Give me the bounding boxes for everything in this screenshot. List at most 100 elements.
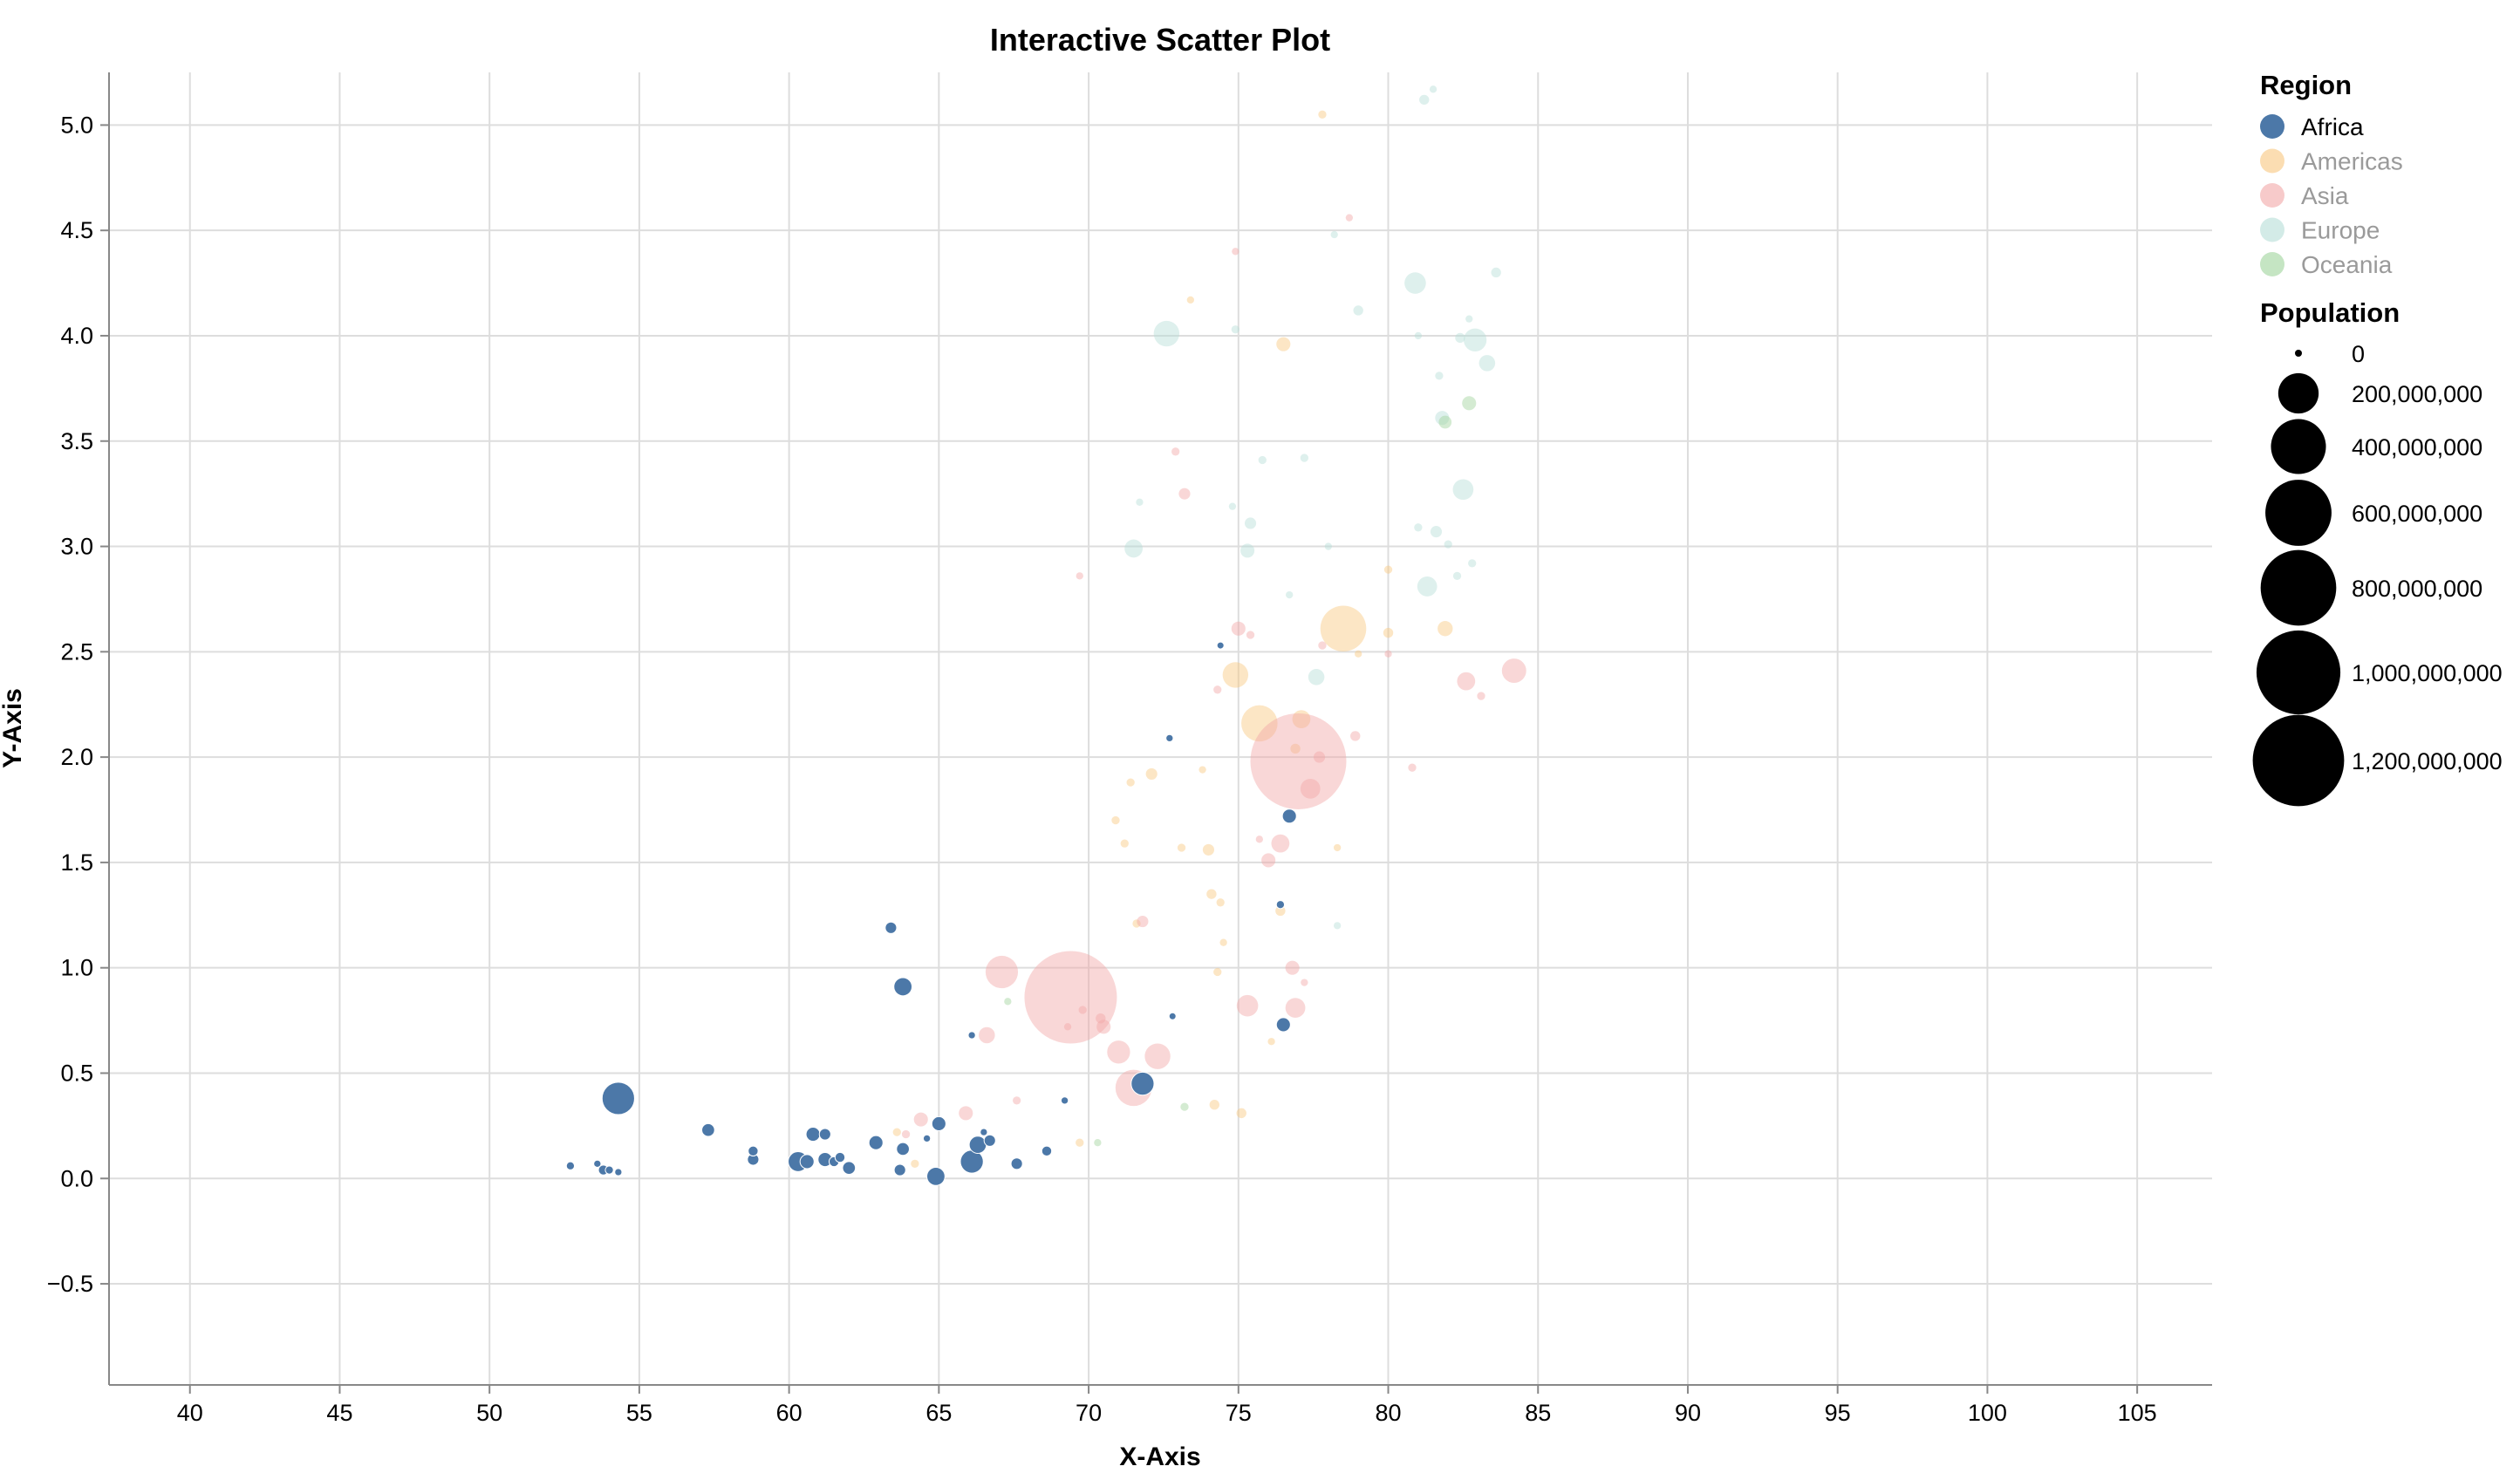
data-point-asia[interactable] [913, 1112, 928, 1127]
data-point-europe[interactable] [1419, 94, 1430, 106]
data-point-americas[interactable] [1076, 1138, 1084, 1147]
data-point-asia[interactable] [1457, 672, 1476, 691]
data-point-europe[interactable] [1479, 355, 1496, 372]
data-point-europe[interactable] [1136, 498, 1144, 506]
data-point-africa[interactable] [983, 1134, 996, 1147]
data-point-asia[interactable] [1255, 835, 1263, 843]
data-point-americas[interactable] [1199, 766, 1206, 774]
data-point-europe[interactable] [1404, 272, 1426, 294]
data-point-asia[interactable] [1076, 572, 1083, 580]
data-point-africa[interactable] [968, 1136, 987, 1154]
data-point-europe[interactable] [1417, 576, 1438, 597]
data-point-africa[interactable] [1168, 1012, 1177, 1020]
data-point-europe[interactable] [1330, 230, 1338, 239]
data-point-asia[interactable] [1178, 488, 1191, 500]
data-point-americas[interactable] [1355, 650, 1362, 658]
data-point-africa[interactable] [896, 1142, 910, 1156]
data-point-asia[interactable] [1271, 834, 1290, 853]
data-point-asia[interactable] [1096, 1013, 1106, 1024]
data-point-americas[interactable] [1206, 889, 1217, 899]
data-point-asia[interactable] [985, 955, 1019, 989]
data-point-africa[interactable] [926, 1166, 946, 1186]
data-point-africa[interactable] [834, 1151, 846, 1163]
data-point-europe[interactable] [1324, 542, 1332, 550]
data-point-europe[interactable] [1491, 267, 1501, 278]
legend-entry-europe[interactable]: Europe [2260, 217, 2380, 244]
data-point-americas[interactable] [1292, 710, 1311, 729]
data-point-americas[interactable] [1213, 967, 1222, 977]
data-point-africa[interactable] [604, 1165, 614, 1175]
data-point-africa[interactable] [799, 1154, 815, 1170]
data-point-africa[interactable] [893, 977, 913, 997]
data-point-africa[interactable] [565, 1161, 576, 1170]
data-point-europe[interactable] [1244, 517, 1257, 529]
data-point-africa[interactable] [701, 1122, 715, 1137]
data-point-africa[interactable] [1275, 1017, 1291, 1033]
data-point-europe[interactable] [1153, 320, 1180, 347]
data-point-africa[interactable] [842, 1161, 857, 1176]
legend-entry-oceania[interactable]: Oceania [2260, 251, 2393, 278]
data-point-africa[interactable] [593, 1159, 602, 1169]
data-point-asia[interactable] [1350, 731, 1361, 741]
data-point-europe[interactable] [1429, 85, 1438, 93]
data-point-asia[interactable] [1501, 658, 1526, 684]
data-point-africa[interactable] [805, 1126, 821, 1142]
data-point-americas[interactable] [1333, 843, 1342, 852]
data-point-asia[interactable] [901, 1129, 911, 1139]
data-point-americas[interactable] [1383, 565, 1393, 574]
data-point-europe[interactable] [1228, 502, 1237, 510]
data-point-asia[interactable] [1300, 778, 1321, 799]
data-point-americas[interactable] [1177, 843, 1186, 852]
data-point-americas[interactable] [1222, 662, 1249, 688]
data-point-africa[interactable] [1275, 900, 1286, 910]
data-point-africa[interactable] [1216, 641, 1225, 650]
data-point-europe[interactable] [1452, 479, 1474, 501]
data-point-oceania[interactable] [1180, 1102, 1189, 1111]
data-point-africa[interactable] [931, 1115, 946, 1132]
data-point-americas[interactable] [1275, 905, 1286, 917]
data-point-americas[interactable] [1290, 743, 1301, 754]
data-point-europe[interactable] [1353, 305, 1363, 316]
data-point-europe[interactable] [1414, 523, 1423, 532]
data-point-africa[interactable] [818, 1128, 831, 1141]
data-point-asia[interactable] [1063, 1023, 1072, 1031]
data-point-europe[interactable] [1300, 454, 1309, 462]
data-point-africa[interactable] [980, 1128, 988, 1136]
data-point-africa[interactable] [893, 1163, 906, 1176]
data-point-americas[interactable] [892, 1128, 901, 1136]
data-point-africa[interactable] [868, 1135, 884, 1150]
data-point-europe[interactable] [1465, 315, 1473, 323]
data-point-europe[interactable] [1240, 543, 1255, 558]
legend-entry-africa[interactable]: Africa [2260, 113, 2364, 140]
data-point-asia[interactable] [1313, 751, 1326, 763]
data-point-asia[interactable] [1024, 951, 1117, 1044]
data-point-americas[interactable] [1241, 705, 1278, 742]
data-point-asia[interactable] [1285, 998, 1306, 1018]
legend-region-entries[interactable]: Africa Americas Asia Europe Oceania [2260, 113, 2403, 278]
data-point-europe[interactable] [1452, 571, 1462, 581]
data-point-asia[interactable] [1301, 979, 1308, 986]
data-point-asia[interactable] [1107, 1040, 1130, 1064]
data-point-asia[interactable] [1408, 763, 1417, 772]
data-point-europe[interactable] [1444, 540, 1452, 549]
data-point-americas[interactable] [1236, 1108, 1246, 1119]
data-point-asia[interactable] [1137, 915, 1149, 928]
data-point-europe[interactable] [1308, 669, 1325, 685]
data-point-africa[interactable] [1010, 1157, 1023, 1170]
data-point-americas[interactable] [1318, 110, 1327, 119]
data-point-asia[interactable] [1477, 692, 1485, 700]
data-point-asia[interactable] [1318, 641, 1327, 650]
data-point-europe[interactable] [1124, 539, 1143, 558]
data-point-europe[interactable] [1463, 328, 1487, 351]
data-point-americas[interactable] [911, 1159, 919, 1168]
data-point-europe[interactable] [1258, 455, 1267, 465]
data-point-europe[interactable] [1414, 331, 1423, 340]
data-point-africa[interactable] [922, 1134, 932, 1143]
data-point-europe[interactable] [1435, 372, 1444, 380]
data-point-oceania[interactable] [1004, 998, 1012, 1006]
data-point-africa[interactable] [1165, 733, 1174, 743]
data-point-africa[interactable] [884, 921, 898, 934]
data-point-americas[interactable] [1132, 919, 1141, 928]
data-point-europe[interactable] [1231, 325, 1240, 334]
data-point-asia[interactable] [1246, 631, 1255, 639]
